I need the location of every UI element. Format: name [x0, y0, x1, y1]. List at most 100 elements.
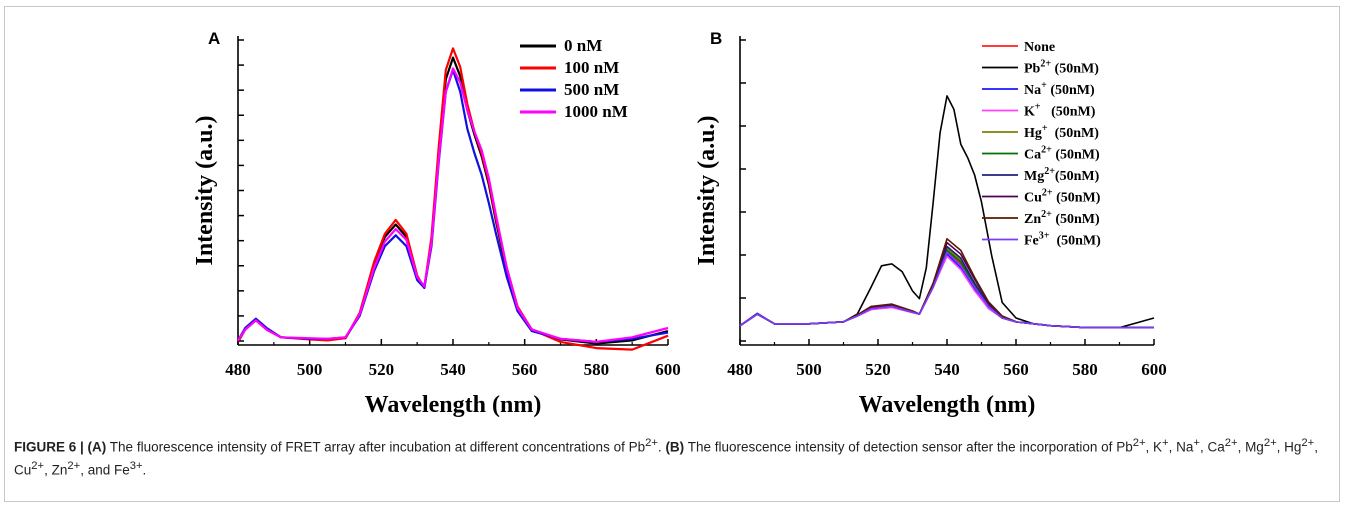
caption-sep-ca: , Ca	[1199, 439, 1225, 455]
legend-entry-name: Cu	[1024, 191, 1042, 206]
legend-entry-charge: 2+	[1041, 209, 1052, 220]
caption-b-tag: (B)	[665, 439, 685, 455]
legend-entry: K+ (50nM)	[1024, 102, 1096, 120]
caption-sup-na: +	[1193, 437, 1200, 449]
x-axis-title: Wavelength (nm)	[859, 392, 1036, 418]
caption-b-text-1: The fluorescence intensity of detection …	[684, 439, 1133, 455]
panel-b-chart: 480 500 520 540 560 580 600 Wavelength (nm) Inte…	[694, 29, 1167, 418]
x-tick-label: 480	[225, 360, 251, 379]
legend-entry: 100 nM	[564, 58, 619, 77]
x-tick-label: 500	[297, 360, 323, 379]
x-tick-label: 580	[1072, 360, 1098, 379]
legend-entry-name: Zn	[1024, 212, 1041, 227]
legend-entry-name: 1000 nM	[564, 102, 628, 121]
x-tick-label: 540	[440, 360, 466, 379]
caption-sep-hg: , Hg	[1276, 439, 1302, 455]
legend-entry: 1000 nM	[564, 102, 628, 121]
legend-entry-charge: 2+	[1041, 145, 1052, 156]
series-line	[237, 56, 669, 345]
legend-entry-concentration: (50nM)	[1053, 191, 1101, 206]
caption-sup-mg: 2+	[1263, 437, 1277, 449]
legend-entry-charge: 2+	[1042, 188, 1053, 199]
caption-a-text-1: The fluorescence intensity of FRET array…	[106, 439, 646, 455]
legend-entry-name: Ca	[1024, 148, 1041, 163]
panel-a-chart: 480 500 520 540 560 580 600 Wavelength (nm) Inte…	[192, 29, 681, 418]
caption-sup-zn: 2+	[67, 459, 81, 472]
legend-entry-charge: +	[1035, 102, 1041, 113]
caption-end: .	[142, 462, 147, 477]
legend-entry-concentration: (50nM)	[1041, 105, 1096, 120]
legend-entry-charge: 2+	[1044, 166, 1055, 177]
caption-a-sup: 2+	[645, 437, 658, 449]
legend-entry-name: None	[1024, 40, 1055, 55]
caption-sup-ca: 2+	[1224, 437, 1238, 449]
figure-frame	[4, 6, 1340, 502]
legend-entry: 0 nM	[564, 36, 602, 55]
caption-a-tag: (A)	[87, 439, 107, 455]
series-line	[739, 253, 1154, 329]
x-tick-label: 600	[655, 360, 681, 379]
caption-sup-hg: 2+	[1301, 437, 1315, 449]
legend-entry-charge: 3+	[1039, 231, 1050, 242]
caption-sup-pb: 2+	[1132, 437, 1146, 449]
legend-entry-name: K	[1024, 105, 1035, 120]
legend-entry: Ca2+ (50nM)	[1024, 145, 1100, 163]
legend-entry-name: 500 nM	[564, 80, 619, 99]
legend-entry-name: Hg	[1024, 126, 1042, 141]
panel-label: B	[710, 29, 722, 48]
legend-entry: Fe3+ (50nM)	[1024, 231, 1101, 249]
caption-a-text-2: .	[657, 439, 666, 455]
caption-sep-na: , Na	[1168, 439, 1194, 455]
y-axis-title: Intensity (a.u.)	[192, 115, 218, 265]
legend-entry-name: Fe	[1024, 234, 1039, 249]
caption-sup-cu: 2+	[31, 459, 45, 472]
figure-caption: FIGURE 6 | (A) The fluorescence intensit…	[14, 434, 1330, 479]
legend-entry: 500 nM	[564, 80, 619, 99]
caption-sep-k: , K	[1145, 439, 1163, 455]
series-line	[739, 255, 1154, 329]
series-line	[739, 245, 1154, 329]
x-axis-title: Wavelength (nm)	[365, 392, 542, 418]
legend-entry-charge: +	[1042, 123, 1048, 134]
legend-entry-charge: +	[1041, 80, 1047, 91]
legend-entry-concentration: (50nM)	[1052, 212, 1100, 227]
x-tick-label: 540	[934, 360, 960, 379]
caption-sep-fe: , and Fe	[80, 462, 130, 477]
figure-panels: 480 500 520 540 560 580 600 Wavelength (nm) Inte…	[192, 29, 1167, 418]
caption-sup-fe: 3+	[129, 459, 143, 472]
legend-entry-charge: 2+	[1040, 59, 1051, 70]
legend-entry-name: Pb	[1024, 62, 1041, 77]
legend-entry: Cu2+ (50nM)	[1024, 188, 1101, 206]
legend-entry-name: 0 nM	[564, 36, 602, 55]
series-line	[739, 249, 1154, 329]
legend-entry: Mg2+(50nM)	[1024, 166, 1100, 184]
series-line	[739, 251, 1154, 329]
caption-sep-mg: , Mg	[1237, 439, 1264, 455]
x-tick-label: 500	[796, 360, 822, 379]
legend-entry: Na+ (50nM)	[1024, 80, 1095, 98]
legend-entry-concentration: (50nM)	[1049, 234, 1101, 249]
legend-entry: Pb2+ (50nM)	[1024, 59, 1099, 77]
x-tick-label: 560	[1003, 360, 1029, 379]
x-tick-label: 520	[865, 360, 891, 379]
legend-entry-concentration: (50nM)	[1048, 126, 1100, 141]
x-tick-label: 600	[1141, 360, 1167, 379]
caption-sep-cu: , Cu	[14, 439, 1319, 478]
legend-entry: Hg+ (50nM)	[1024, 123, 1099, 141]
caption-sup-k: +	[1162, 437, 1169, 449]
y-axis-title: Intensity (a.u.)	[694, 115, 720, 265]
series-line	[739, 251, 1154, 329]
x-tick-label: 560	[512, 360, 538, 379]
legend-entry-concentration: (50nM)	[1051, 62, 1099, 77]
legend-entry-name: Na	[1024, 83, 1041, 98]
legend-entry-name: Mg	[1024, 169, 1044, 184]
legend-entry-concentration: (50nM)	[1047, 83, 1095, 98]
x-tick-label: 480	[727, 360, 753, 379]
legend-entry-concentration: (50nM)	[1055, 169, 1100, 184]
legend-entry: None	[1024, 40, 1055, 55]
x-tick-label: 520	[369, 360, 395, 379]
panel-label: A	[208, 29, 220, 48]
series-line	[237, 67, 669, 343]
legend-entry: Zn2+ (50nM)	[1024, 209, 1100, 227]
series-line	[739, 247, 1154, 329]
